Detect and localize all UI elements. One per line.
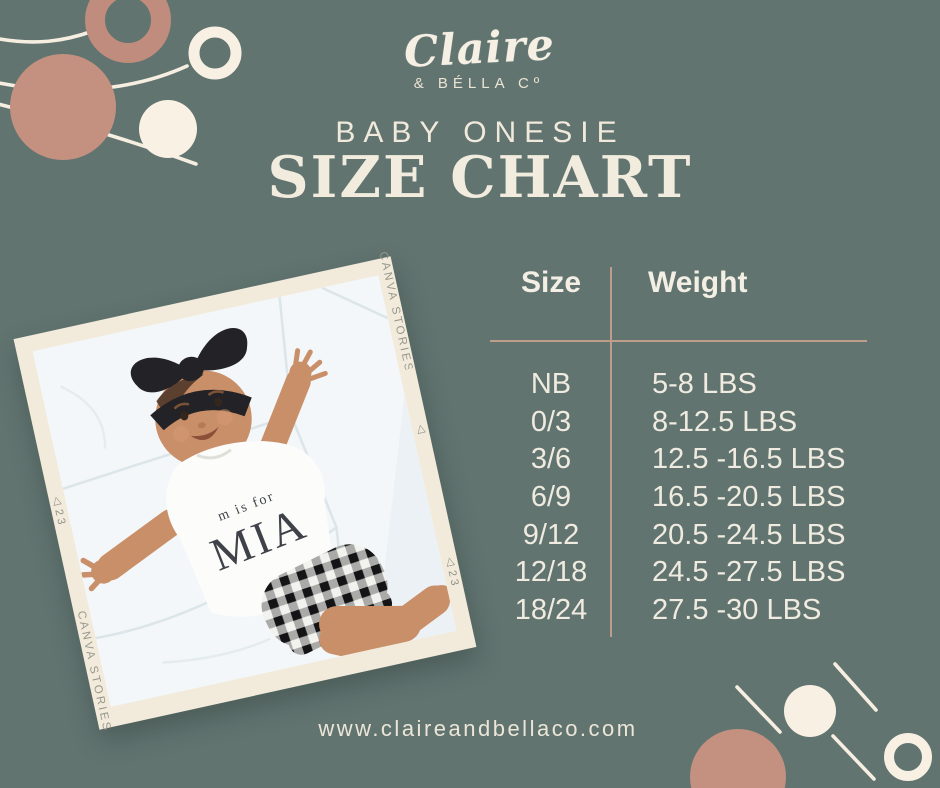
column-header-weight: Weight (648, 266, 748, 299)
brand-name-script: Claire (402, 20, 556, 78)
size-chart-table: Size Weight NB 5-8 LBS 0/3 8-12.5 LBS 3/6 12.… (490, 266, 874, 646)
table-row: 12/18 24.5 -27.5 LBS (490, 554, 874, 592)
size-cell: 6/9 (530, 481, 572, 514)
size-cell: 3/6 (530, 443, 572, 476)
size-cell: 12/18 (514, 556, 588, 589)
weight-cell: 16.5 -20.5 LBS (652, 481, 846, 514)
size-rows: NB 5-8 LBS 0/3 8-12.5 LBS 3/6 12.5 -16.5 LBS 6… (490, 366, 874, 629)
baby-figure: m is for MIA (80, 327, 453, 668)
table-row: 0/3 8-12.5 LBS (490, 404, 874, 442)
baby-photo: m is for MIA (32, 275, 457, 707)
vertical-divider (610, 267, 612, 637)
size-cell: 18/24 (514, 593, 588, 626)
baby-photo-polaroid: m is for MIA CANVA STORIES CANVA STORIES… (13, 251, 477, 733)
weight-cell: 5-8 LBS (652, 368, 757, 401)
table-row: 9/12 20.5 -24.5 LBS (490, 516, 874, 554)
baby-illustration: m is for MIA (32, 275, 457, 707)
diagonal-line-decoration (831, 734, 876, 781)
horizontal-divider (490, 340, 867, 342)
triangle-mark-icon: △ (412, 420, 429, 439)
size-cell: 0/3 (530, 405, 572, 438)
column-header-size: Size (520, 266, 582, 299)
weight-cell: 24.5 -27.5 LBS (652, 556, 846, 589)
weight-cell: 12.5 -16.5 LBS (652, 443, 846, 476)
brand-name-sub: & BÉLLA Cº (413, 75, 545, 92)
quilt-shading (375, 393, 457, 649)
size-cell: 9/12 (522, 518, 580, 551)
table-row: 3/6 12.5 -16.5 LBS (490, 441, 874, 479)
ring-decoration (884, 733, 932, 781)
page-title: SIZE CHART (267, 144, 693, 211)
table-row: NB 5-8 LBS (490, 366, 874, 404)
diagonal-line-decoration (833, 662, 878, 712)
frame-number: 23 (445, 569, 462, 590)
film-frame-mark-right-mid: △ (413, 421, 429, 439)
website-url: www.claireandbellaco.com (318, 716, 638, 741)
weight-cell: 27.5 -30 LBS (652, 593, 822, 626)
table-row: 18/24 27.5 -30 LBS (490, 592, 874, 630)
size-cell: NB (530, 368, 572, 401)
weight-cell: 20.5 -24.5 LBS (652, 518, 846, 551)
weight-cell: 8-12.5 LBS (652, 405, 798, 438)
frame-number: 23 (52, 508, 68, 529)
subtitle-baby-onesie: BABY ONESIE (335, 116, 625, 149)
brand-logo: Claire & BÉLLA Cº (18, 20, 940, 92)
table-row: 6/9 16.5 -20.5 LBS (490, 479, 874, 517)
